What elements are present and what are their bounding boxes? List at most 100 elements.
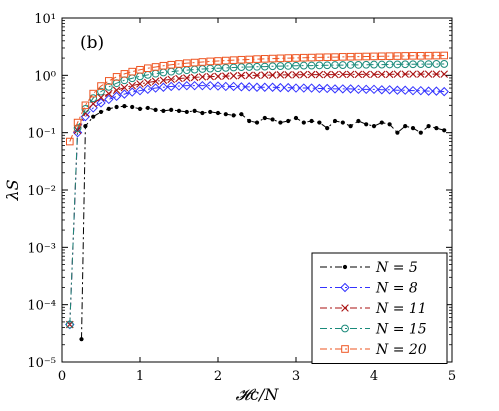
data-point: [370, 70, 378, 79]
data-point: [229, 63, 238, 72]
data-point: [253, 55, 261, 63]
legend-entry: N = 15: [320, 322, 427, 338]
data-point: [286, 118, 291, 124]
data-point: [214, 64, 222, 73]
data-point: [206, 72, 214, 81]
data-point: [198, 73, 207, 81]
data-point: [161, 108, 166, 113]
data-point: [378, 70, 386, 79]
data-point: [401, 52, 409, 60]
data-point: [442, 128, 447, 133]
data-point: [439, 86, 449, 97]
data-point: [120, 83, 129, 92]
data-point: [144, 78, 152, 87]
data-point: [331, 70, 339, 79]
data-point: [229, 72, 238, 80]
data-point: [409, 70, 417, 78]
data-point: [159, 76, 168, 85]
data-point: [291, 83, 301, 93]
data-point: [346, 61, 355, 69]
data-point: [417, 52, 425, 60]
x-tick-label: 5: [448, 369, 456, 384]
data-point: [323, 70, 331, 79]
data-point: [401, 60, 410, 69]
legend-label: N = 5: [375, 260, 418, 276]
data-point: [377, 85, 387, 95]
data-point: [283, 82, 293, 93]
legend-entry: N = 11: [320, 301, 427, 317]
data-point: [330, 84, 340, 94]
data-point: [137, 106, 143, 111]
data-point: [166, 81, 176, 92]
legend-marker: [340, 282, 350, 293]
data-point: [208, 109, 213, 115]
data-point: [362, 60, 371, 69]
data-point: [136, 65, 144, 74]
legend-marker: [341, 345, 349, 353]
data-point: [403, 124, 408, 129]
data-point: [145, 105, 150, 111]
data-point: [309, 118, 314, 124]
data-point: [424, 70, 433, 78]
data-point: [260, 62, 269, 71]
series-4: [66, 51, 448, 146]
y-tick-label: 10⁻²: [27, 184, 56, 199]
data-point: [409, 60, 417, 69]
data-point: [385, 52, 394, 60]
data-point: [384, 85, 395, 95]
data-point: [292, 71, 300, 79]
data-point: [306, 83, 317, 93]
data-point: [65, 320, 74, 329]
x-tick-label: 2: [214, 369, 222, 384]
data-point: [418, 130, 423, 135]
data-point: [144, 64, 152, 73]
data-point: [276, 71, 285, 79]
data-point: [307, 61, 316, 70]
data-point: [338, 84, 348, 94]
data-point: [292, 61, 300, 70]
data-point: [339, 70, 347, 79]
data-point: [253, 71, 261, 80]
data-point: [112, 86, 121, 95]
data-point: [268, 71, 277, 79]
data-point: [91, 114, 96, 119]
data-point: [300, 53, 308, 62]
data-point: [315, 61, 324, 70]
data-point: [97, 93, 105, 102]
data-point: [426, 124, 431, 129]
data-point: [434, 126, 439, 131]
data-point: [361, 84, 371, 95]
data-point: [325, 126, 330, 131]
data-point: [106, 106, 111, 111]
data-point: [174, 81, 184, 91]
y-tick-label: 10⁻³: [27, 241, 56, 256]
data-point: [167, 60, 175, 69]
data-point: [136, 80, 144, 88]
data-point: [260, 82, 270, 92]
data-point: [284, 71, 292, 79]
data-point: [364, 122, 369, 127]
data-point: [237, 71, 246, 80]
data-point: [393, 52, 402, 60]
x-tick-label: 1: [136, 369, 144, 384]
data-point: [119, 89, 130, 99]
data-point: [261, 71, 269, 79]
legend-entry: N = 5: [320, 260, 418, 276]
data-point: [66, 137, 74, 146]
data-point: [79, 337, 84, 342]
data-point: [401, 70, 409, 78]
data-point: [377, 60, 386, 69]
data-point: [284, 62, 293, 70]
data-point: [385, 70, 394, 79]
data-point: [262, 115, 267, 121]
data-point: [97, 82, 105, 90]
data-point: [432, 51, 441, 60]
series-1: [65, 80, 449, 330]
data-point: [370, 60, 378, 69]
data-point: [73, 126, 82, 135]
data-point: [198, 58, 207, 66]
legend-box: [311, 252, 448, 364]
data-point: [135, 85, 145, 96]
data-point: [197, 80, 208, 91]
data-point: [214, 57, 222, 65]
